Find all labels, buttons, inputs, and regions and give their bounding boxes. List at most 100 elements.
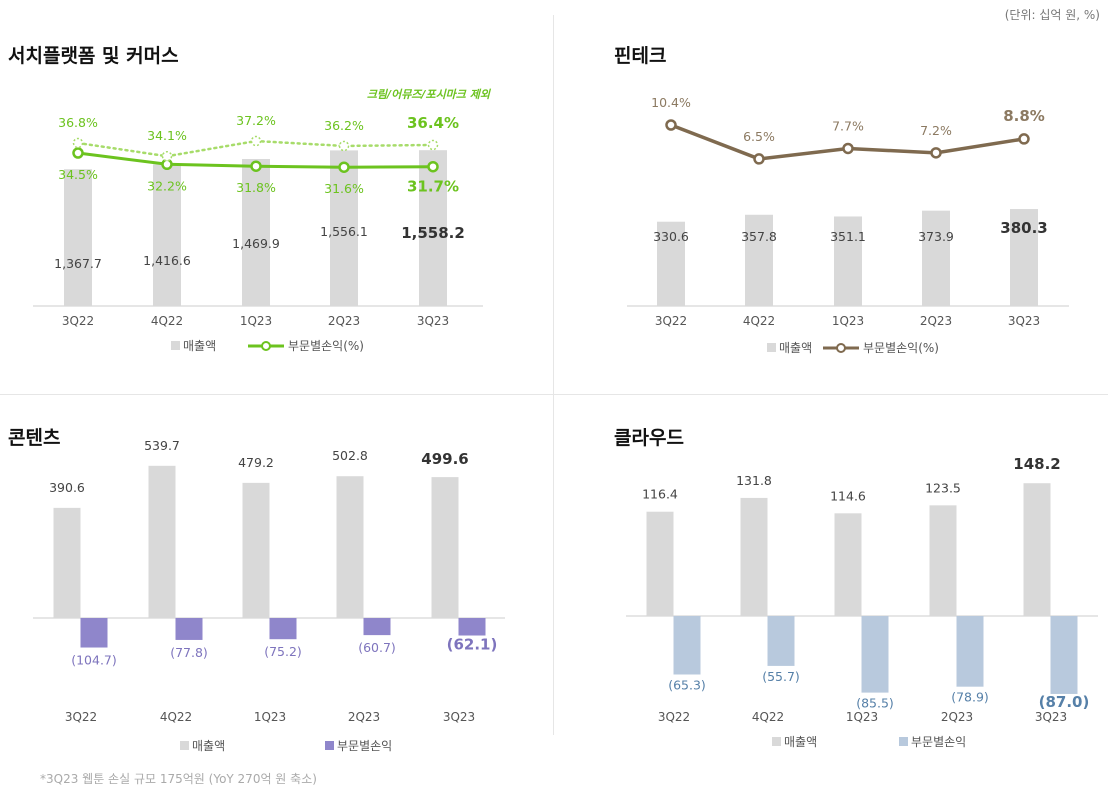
margin-ex-point bbox=[161, 150, 173, 162]
revenue-label: 351.1 bbox=[830, 229, 866, 244]
legend-revenue-swatch bbox=[767, 343, 776, 352]
profit-bar bbox=[175, 618, 203, 640]
legend-revenue-label: 매출액 bbox=[192, 739, 225, 753]
x-tick-label: 3Q22 bbox=[658, 710, 690, 724]
margin-ex-point bbox=[72, 137, 84, 149]
margin-label: 6.5% bbox=[743, 129, 775, 144]
revenue-label: 1,558.2 bbox=[401, 224, 465, 242]
margin-point bbox=[930, 147, 942, 159]
footnote: *3Q23 웹툰 손실 규모 175억원 (YoY 270억 원 축소) bbox=[40, 772, 317, 786]
revenue-bar bbox=[330, 150, 358, 306]
revenue-label: 114.6 bbox=[830, 488, 866, 503]
x-tick-label: 2Q23 bbox=[920, 314, 952, 328]
x-tick-label: 3Q23 bbox=[1035, 710, 1067, 724]
margin-point bbox=[753, 153, 765, 165]
revenue-bar bbox=[153, 164, 181, 306]
vertical-divider bbox=[553, 15, 554, 735]
x-tick-label: 3Q23 bbox=[417, 314, 449, 328]
revenue-label: 1,416.6 bbox=[143, 253, 191, 268]
margin-label: 31.7% bbox=[407, 178, 459, 196]
revenue-label: 1,367.7 bbox=[54, 256, 102, 271]
revenue-bar bbox=[1010, 209, 1038, 306]
legend-margin-marker bbox=[261, 341, 271, 351]
revenue-label: 131.8 bbox=[736, 473, 772, 488]
profit-bar bbox=[458, 618, 486, 636]
x-tick-label: 1Q23 bbox=[240, 314, 272, 328]
x-tick-label: 4Q22 bbox=[160, 710, 192, 724]
x-tick-label: 2Q23 bbox=[348, 710, 380, 724]
x-tick-label: 1Q23 bbox=[254, 710, 286, 724]
legend-revenue-label: 매출액 bbox=[784, 735, 817, 749]
profit-bar bbox=[956, 616, 984, 687]
revenue-label: 499.6 bbox=[421, 450, 468, 468]
margin-point bbox=[72, 147, 84, 159]
x-tick-label: 3Q22 bbox=[655, 314, 687, 328]
margin-label: 7.7% bbox=[832, 118, 864, 133]
revenue-bar bbox=[745, 214, 773, 306]
profit-label: (65.3) bbox=[668, 678, 706, 693]
x-tick-label: 4Q22 bbox=[752, 710, 784, 724]
x-tick-label: 4Q22 bbox=[743, 314, 775, 328]
profit-label: (62.1) bbox=[447, 636, 498, 654]
panel-title: 콘텐츠 bbox=[8, 427, 60, 449]
margin-label: 31.8% bbox=[236, 180, 276, 195]
margin-label: 7.2% bbox=[920, 123, 952, 138]
profit-label: (75.2) bbox=[264, 644, 302, 659]
legend-revenue-swatch bbox=[180, 741, 189, 750]
revenue-label: 123.5 bbox=[925, 480, 961, 495]
unit-note: (단위: 십억 원, %) bbox=[1004, 8, 1100, 22]
revenue-bar bbox=[64, 169, 92, 306]
legend-revenue-label: 매출액 bbox=[779, 341, 812, 355]
revenue-label: 1,469.9 bbox=[232, 236, 280, 251]
x-tick-label: 3Q22 bbox=[62, 314, 94, 328]
revenue-bar bbox=[834, 513, 862, 616]
margin-point bbox=[427, 160, 439, 173]
profit-label: (55.7) bbox=[762, 669, 800, 684]
legend-margin-marker bbox=[836, 343, 846, 353]
panel-title: 클라우드 bbox=[614, 427, 684, 449]
revenue-label: 380.3 bbox=[1000, 219, 1047, 237]
revenue-bar bbox=[336, 476, 364, 618]
margin-ex-label: 36.2% bbox=[324, 118, 364, 133]
revenue-label: 373.9 bbox=[918, 229, 954, 244]
x-tick-label: 3Q23 bbox=[443, 710, 475, 724]
revenue-label: 116.4 bbox=[642, 487, 678, 502]
legend-profit-label: 부문별손익 bbox=[337, 739, 392, 753]
legend-revenue-label: 매출액 bbox=[183, 339, 216, 353]
margin-ex-label: 36.4% bbox=[407, 114, 459, 132]
x-tick-label: 1Q23 bbox=[832, 314, 864, 328]
revenue-label: 502.8 bbox=[332, 448, 368, 463]
x-tick-label: 1Q23 bbox=[846, 710, 878, 724]
profit-bar bbox=[363, 618, 391, 636]
horizontal-divider bbox=[0, 394, 1108, 395]
profit-label: (85.5) bbox=[856, 696, 894, 711]
x-tick-label: 2Q23 bbox=[328, 314, 360, 328]
margin-label: 10.4% bbox=[651, 95, 691, 110]
revenue-label: 390.6 bbox=[49, 480, 85, 495]
revenue-label: 357.8 bbox=[741, 229, 777, 244]
margin-point bbox=[1018, 133, 1030, 145]
margin-ex-label: 36.8% bbox=[58, 115, 98, 130]
margin-label: 32.2% bbox=[147, 178, 187, 193]
margin-ex-point bbox=[427, 139, 439, 151]
profit-label: (87.0) bbox=[1039, 693, 1090, 711]
profit-label: (60.7) bbox=[358, 640, 396, 655]
margin-point bbox=[250, 160, 262, 172]
legend-profit-label: 부문별손익 bbox=[911, 735, 966, 749]
x-tick-label: 2Q23 bbox=[941, 710, 973, 724]
margin-ex-point bbox=[338, 140, 350, 152]
margin-label: 34.5% bbox=[58, 167, 98, 182]
revenue-bar bbox=[646, 511, 674, 616]
legend-revenue-swatch bbox=[772, 737, 781, 746]
revenue-bar bbox=[740, 497, 768, 616]
margin-ex-label: 34.1% bbox=[147, 128, 187, 143]
profit-bar bbox=[673, 616, 701, 675]
legend-margin-label: 부문별손익(%) bbox=[863, 341, 939, 355]
profit-bar bbox=[861, 616, 889, 693]
x-tick-label: 3Q23 bbox=[1008, 314, 1040, 328]
legend-margin-label: 부문별손익(%) bbox=[288, 339, 364, 353]
x-tick-label: 4Q22 bbox=[151, 314, 183, 328]
revenue-bar bbox=[922, 210, 950, 306]
